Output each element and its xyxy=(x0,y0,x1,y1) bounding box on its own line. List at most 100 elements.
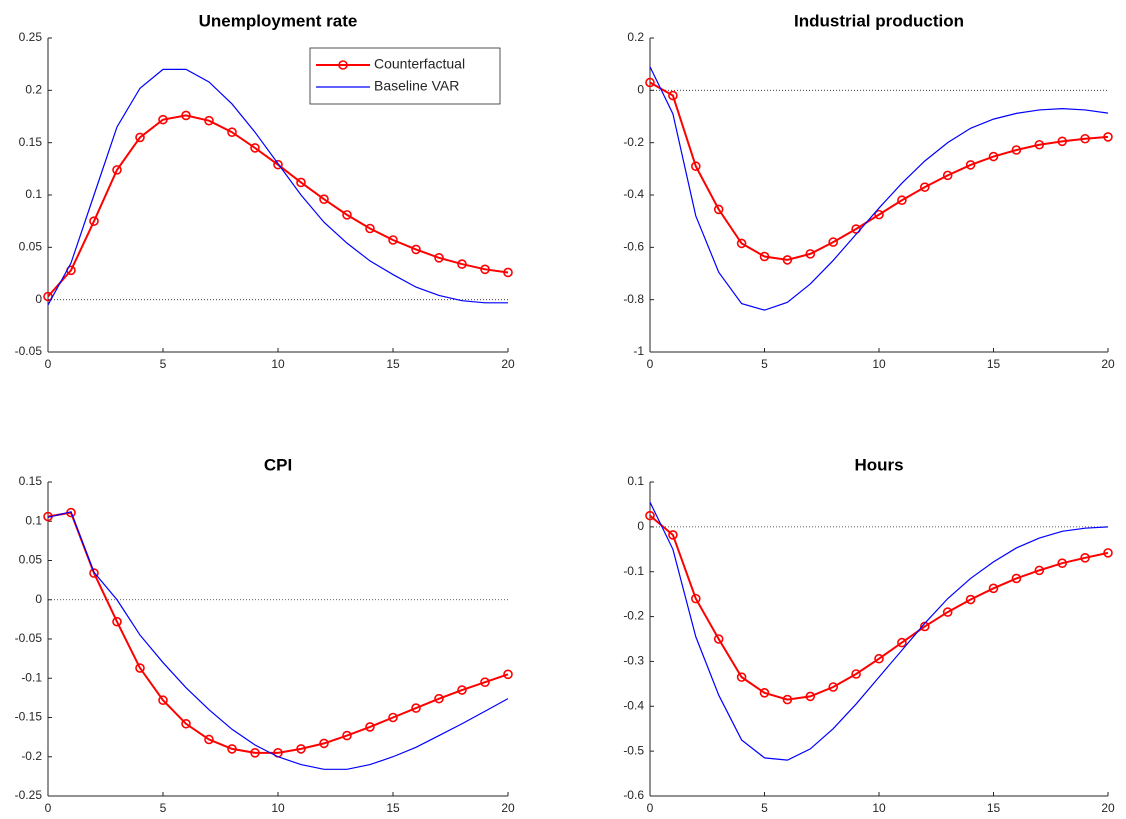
point-marker xyxy=(319,738,329,749)
y-tick-label: 0 xyxy=(35,592,42,606)
point-marker xyxy=(365,223,375,234)
x-tick-label: 20 xyxy=(501,801,515,815)
point-marker xyxy=(897,195,907,206)
x-tick-label: 20 xyxy=(1101,357,1115,371)
point-marker xyxy=(158,695,168,706)
point-marker xyxy=(1057,558,1067,568)
x-tick-label: 5 xyxy=(160,801,167,815)
y-tick-label: -0.4 xyxy=(623,187,644,201)
point-marker xyxy=(112,165,122,175)
chart-title: Industrial production xyxy=(794,11,964,30)
legend-label: Counterfactual xyxy=(374,56,465,72)
point-marker xyxy=(668,530,678,540)
point-marker xyxy=(480,264,490,275)
point-marker xyxy=(1011,573,1022,584)
x-tick-label: 15 xyxy=(386,801,400,815)
y-tick-label: -0.2 xyxy=(623,135,644,149)
point-marker xyxy=(1103,132,1113,142)
y-tick-label: 0.25 xyxy=(19,30,43,44)
series-line xyxy=(47,114,509,298)
y-tick-label: -1 xyxy=(633,344,644,358)
y-tick-label: -0.5 xyxy=(623,743,644,757)
x-tick-label: 10 xyxy=(872,357,886,371)
point-marker xyxy=(135,132,145,143)
subplot: CPI -0.25 -0.2 -0.15 -0.1 -0.05 0 0.05 0.1 0.15 0 5… xyxy=(15,455,515,815)
point-marker xyxy=(411,244,421,255)
point-marker xyxy=(457,259,467,269)
y-tick-label: -0.4 xyxy=(623,698,644,712)
x-tick-label: 10 xyxy=(271,357,285,371)
point-marker xyxy=(690,593,701,604)
series-line xyxy=(649,66,1109,311)
legend-marker xyxy=(338,60,348,70)
x-tick-label: 5 xyxy=(160,357,167,371)
point-marker xyxy=(365,722,375,732)
point-marker xyxy=(480,677,490,687)
point-marker xyxy=(942,170,953,181)
point-marker xyxy=(736,238,747,249)
x-tick-label: 10 xyxy=(271,801,285,815)
series-line xyxy=(47,511,509,770)
point-marker xyxy=(805,249,816,259)
y-tick-label: 0 xyxy=(637,519,644,533)
y-tick-label: -0.25 xyxy=(15,788,43,802)
point-marker xyxy=(112,616,122,627)
series-line xyxy=(47,68,508,306)
point-marker xyxy=(645,510,655,521)
point-marker xyxy=(736,672,747,682)
y-tick-label: 0.1 xyxy=(25,513,42,527)
point-marker xyxy=(503,669,513,680)
point-marker xyxy=(457,685,467,695)
point-marker xyxy=(89,216,99,226)
x-tick-label: 15 xyxy=(386,357,400,371)
y-tick-label: -0.05 xyxy=(15,631,43,645)
point-marker xyxy=(874,653,884,664)
series-line xyxy=(649,81,1109,261)
y-tick-label: -0.1 xyxy=(623,564,644,578)
subplot: Unemployment rate-0.0500.050.10.150.20.2… xyxy=(15,11,515,371)
point-marker xyxy=(988,151,999,162)
y-tick-label: 0.15 xyxy=(19,135,43,149)
series-line xyxy=(47,511,509,754)
point-marker xyxy=(1080,133,1090,144)
point-marker xyxy=(782,694,793,705)
point-marker xyxy=(1080,553,1090,563)
x-tick-label: 20 xyxy=(1101,801,1115,815)
y-tick-label: -0.6 xyxy=(623,788,644,802)
point-marker xyxy=(805,691,816,702)
point-marker xyxy=(342,730,352,741)
point-marker xyxy=(434,252,444,263)
y-tick-label: -0.6 xyxy=(623,240,644,254)
point-marker xyxy=(296,177,306,188)
point-marker xyxy=(227,127,237,137)
point-marker xyxy=(668,90,678,101)
y-tick-label: 0.05 xyxy=(19,240,43,254)
point-marker xyxy=(503,267,513,278)
point-marker xyxy=(204,115,214,126)
point-marker xyxy=(965,594,976,605)
point-marker xyxy=(897,637,907,648)
point-marker xyxy=(713,204,724,215)
chart-title: CPI xyxy=(264,455,292,474)
point-marker xyxy=(759,688,770,698)
chart-title: Unemployment rate xyxy=(199,11,358,30)
x-tick-label: 0 xyxy=(647,801,654,815)
y-tick-label: -0.1 xyxy=(21,670,42,684)
series-line xyxy=(649,501,1109,761)
legend-box xyxy=(309,47,501,105)
y-tick-label: 0 xyxy=(637,83,644,97)
point-marker xyxy=(319,194,329,204)
point-marker xyxy=(204,734,214,745)
y-tick-label: -0.8 xyxy=(623,292,644,306)
y-tick-label: -0.15 xyxy=(15,710,43,724)
point-marker xyxy=(135,663,145,673)
legend: Counterfactual Baseline VAR xyxy=(309,47,501,105)
point-marker xyxy=(1057,136,1067,147)
y-tick-label: -0.05 xyxy=(15,344,43,358)
point-marker xyxy=(296,744,306,754)
point-marker xyxy=(690,161,701,172)
point-marker xyxy=(250,748,260,758)
y-tick-label: 0.05 xyxy=(19,553,43,567)
